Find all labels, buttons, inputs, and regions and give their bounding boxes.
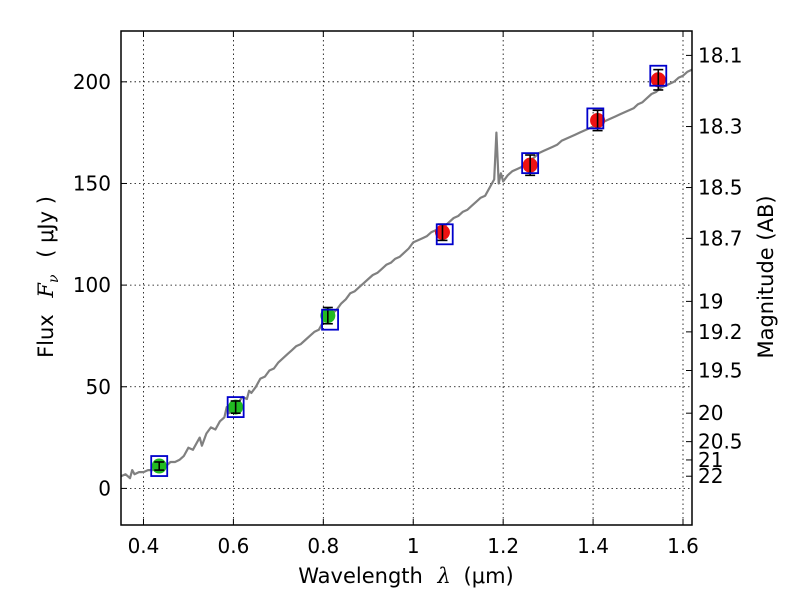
magnitude-tick-label: 20 xyxy=(698,401,723,425)
model-photometry-square xyxy=(521,152,540,175)
y-axis-label-text: Flux xyxy=(34,314,58,358)
y-tick-label: 200 xyxy=(73,70,111,94)
x-axis-label: Wavelength λ (μm) xyxy=(298,564,513,588)
y-axis-label: Flux Fν ( μJy ) xyxy=(34,196,63,358)
y-axis-label-subscript: ν xyxy=(46,274,62,283)
x-tick-label: 0.6 xyxy=(217,534,249,558)
model-photometry-square xyxy=(321,308,339,331)
x-axis-label-symbol: λ xyxy=(437,564,451,588)
model-photometry-square xyxy=(226,396,245,418)
y-tick-label: 100 xyxy=(73,273,111,297)
magnitude-tick-label: 18.3 xyxy=(698,115,743,139)
photometry-points xyxy=(150,64,668,477)
magnitude-tick-label: 18.1 xyxy=(698,43,743,67)
magnitude-tick-label: 18.5 xyxy=(698,176,743,200)
x-tick-label: 0.4 xyxy=(128,534,160,558)
magnitude-axis-label: Magnitude (AB) xyxy=(754,195,778,358)
magnitude-tick-label: 19 xyxy=(698,289,723,313)
model-spectrum xyxy=(120,68,693,480)
x-tick-label: 1 xyxy=(407,534,420,558)
x-tick-label: 1.2 xyxy=(487,534,519,558)
spectrum-line xyxy=(120,68,693,480)
model-photometry-square xyxy=(435,223,454,246)
grid-lines xyxy=(121,31,692,525)
y-tick-label: 50 xyxy=(86,375,111,399)
y-axis-label-symbol: F xyxy=(34,282,58,299)
x-tick-label: 1.6 xyxy=(667,534,699,558)
y-tick-label: 150 xyxy=(73,171,111,195)
magnitude-tick-label: 20.5 xyxy=(698,430,743,454)
model-photometry-square xyxy=(150,455,169,477)
magnitude-tick-label: 22 xyxy=(698,464,723,488)
x-axis-label-unit: (μm) xyxy=(464,564,514,588)
model-photometry-square xyxy=(649,64,668,87)
x-axis-label-text: Wavelength xyxy=(298,564,423,588)
y-axis-label-unit: ( μJy ) xyxy=(34,196,58,258)
magnitude-tick-label: 19.5 xyxy=(698,358,743,382)
magnitude-tick-label: 21 xyxy=(698,448,723,472)
magnitude-tick-label: 19.2 xyxy=(698,320,743,344)
magnitude-tick-label: 18.7 xyxy=(698,226,743,250)
x-tick-label: 1.4 xyxy=(577,534,609,558)
x-tick-label: 0.8 xyxy=(307,534,339,558)
plot-frame xyxy=(120,30,693,526)
axis-ticks: 0.4 0.6 0.8 1 1.2 1.4 1.6 0 50 100 150 200 18.1 18.3 1… xyxy=(73,31,743,558)
model-photometry-square xyxy=(586,107,605,130)
y-tick-label: 0 xyxy=(98,476,111,500)
